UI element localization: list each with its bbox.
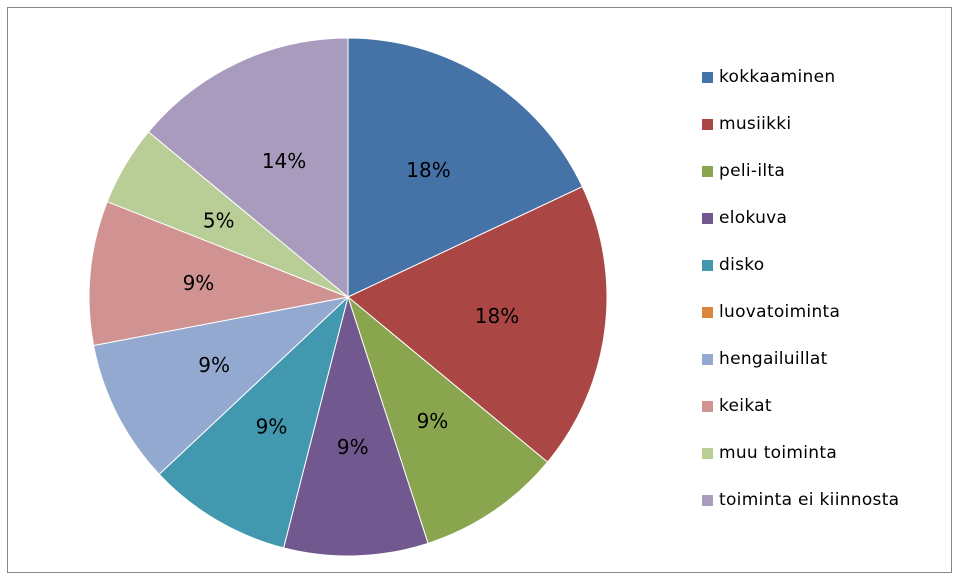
- legend-swatch: [702, 354, 713, 365]
- legend-label: muu toiminta: [719, 443, 838, 463]
- legend-swatch: [702, 213, 713, 224]
- legend-label: luovatoiminta: [719, 302, 841, 322]
- legend-label: disko: [719, 255, 765, 275]
- data-label-keikat: 9%: [183, 271, 215, 295]
- legend-swatch: [702, 119, 713, 130]
- legend-item: toiminta ei kiinnosta: [702, 486, 952, 533]
- data-label-musiikki: 18%: [475, 304, 519, 328]
- legend: kokkaaminen musiikki peli-ilta elokuva disko…: [702, 63, 952, 533]
- data-label-muu-toiminta: 5%: [203, 209, 235, 233]
- legend-label: musiikki: [719, 114, 792, 134]
- legend-label: toiminta ei kiinnosta: [719, 490, 900, 510]
- pie-slice-keikat: [88, 201, 350, 347]
- legend-item: kokkaaminen: [702, 63, 952, 110]
- legend-item: hengailuillat: [702, 345, 952, 392]
- legend-item: elokuva: [702, 204, 952, 251]
- legend-item: disko: [702, 251, 952, 298]
- legend-swatch: [702, 401, 713, 412]
- pie-slice-disko: [158, 295, 349, 549]
- pie-slice-musiikki: [347, 186, 608, 463]
- data-label-toiminta-ei-kiinnosta: 14%: [262, 149, 306, 173]
- legend-swatch: [702, 448, 713, 459]
- data-label-peli-ilta: 9%: [417, 409, 449, 433]
- legend-swatch: [702, 307, 713, 318]
- legend-swatch: [702, 166, 713, 177]
- pie-slice-toiminta-ei-kiinnosta: [147, 37, 349, 299]
- pie-slice-elokuva: [282, 295, 429, 557]
- pie-slice-peli-ilta: [346, 295, 549, 544]
- legend-label: keikat: [719, 396, 772, 416]
- legend-swatch: [702, 260, 713, 271]
- legend-label: elokuva: [719, 208, 788, 228]
- legend-item: musiikki: [702, 110, 952, 157]
- legend-label: hengailuillat: [719, 349, 828, 369]
- legend-label: peli-ilta: [719, 161, 786, 181]
- legend-label: kokkaaminen: [719, 67, 836, 87]
- data-label-elokuva: 9%: [337, 435, 369, 459]
- data-label-kokkaaminen: 18%: [406, 158, 450, 182]
- legend-item: keikat: [702, 392, 952, 439]
- data-label-hengailuillat: 9%: [198, 353, 230, 377]
- legend-item: muu toiminta: [702, 439, 952, 486]
- pie-slice-kokkaaminen: [347, 37, 584, 298]
- legend-item: peli-ilta: [702, 157, 952, 204]
- data-label-disko: 9%: [256, 414, 288, 438]
- pie-slice-hengailuillat: [93, 296, 350, 476]
- legend-item: luovatoiminta: [702, 298, 952, 345]
- legend-swatch: [702, 72, 713, 83]
- legend-swatch: [702, 495, 713, 506]
